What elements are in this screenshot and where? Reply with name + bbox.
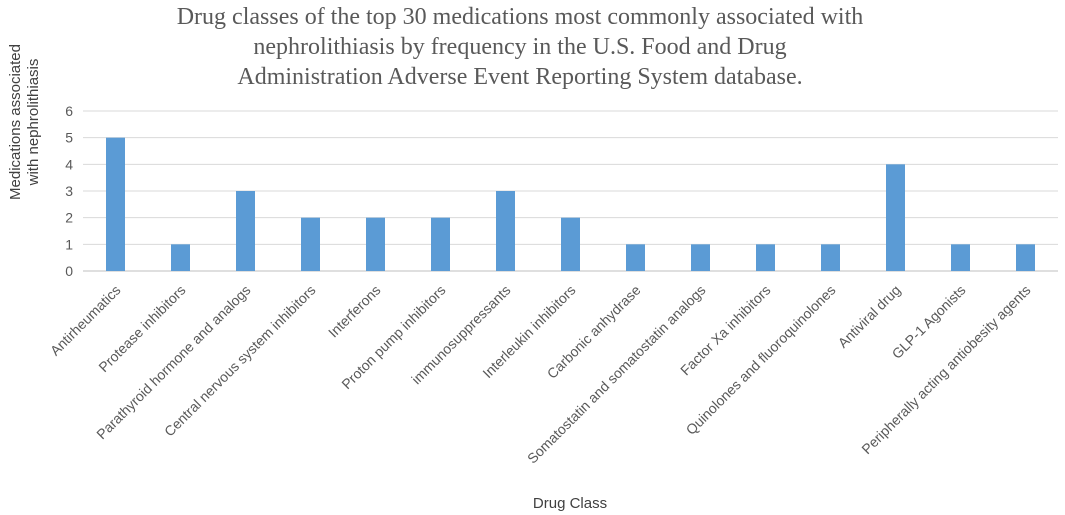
bar (301, 217, 320, 271)
y-tick-label: 1 (65, 236, 73, 252)
x-tick-label: Interferons (325, 282, 384, 341)
bar (171, 244, 190, 271)
y-tick-label: 6 (65, 103, 73, 119)
y-axis-title: Medications associated with nephrolithia… (7, 44, 42, 200)
bar (626, 244, 645, 271)
bar (951, 244, 970, 271)
bar (561, 217, 580, 271)
bar (1016, 244, 1035, 271)
bar (886, 164, 905, 271)
y-tick-label: 2 (65, 210, 73, 226)
bar (691, 244, 710, 271)
bar (496, 191, 515, 271)
y-tick-label: 5 (65, 130, 73, 146)
x-axis-title: Drug Class (533, 495, 607, 512)
chart-title: Drug classes of the top 30 medications m… (177, 4, 864, 90)
x-tick-label: Antiviral drug (835, 282, 904, 351)
y-axis-tick-labels: 0 1 2 3 4 5 6 (65, 103, 73, 279)
bar (756, 244, 775, 271)
bar (236, 191, 255, 271)
bar (821, 244, 840, 271)
bar (106, 137, 125, 271)
y-tick-label: 4 (65, 156, 73, 172)
chart-title-line-2: nephrolithiasis by frequency in the U.S.… (253, 34, 786, 60)
y-axis-title-line-1: Medications associated (7, 44, 24, 200)
chart-title-line-3: Administration Adverse Event Reporting S… (237, 64, 802, 90)
bar (366, 217, 385, 271)
y-tick-label: 3 (65, 183, 73, 199)
y-axis-title-line-2: with nephrolithiasis (25, 59, 42, 187)
bars (106, 137, 1035, 271)
chart-title-line-1: Drug classes of the top 30 medications m… (177, 4, 864, 30)
bar (431, 217, 450, 271)
y-tick-label: 0 (65, 263, 73, 279)
